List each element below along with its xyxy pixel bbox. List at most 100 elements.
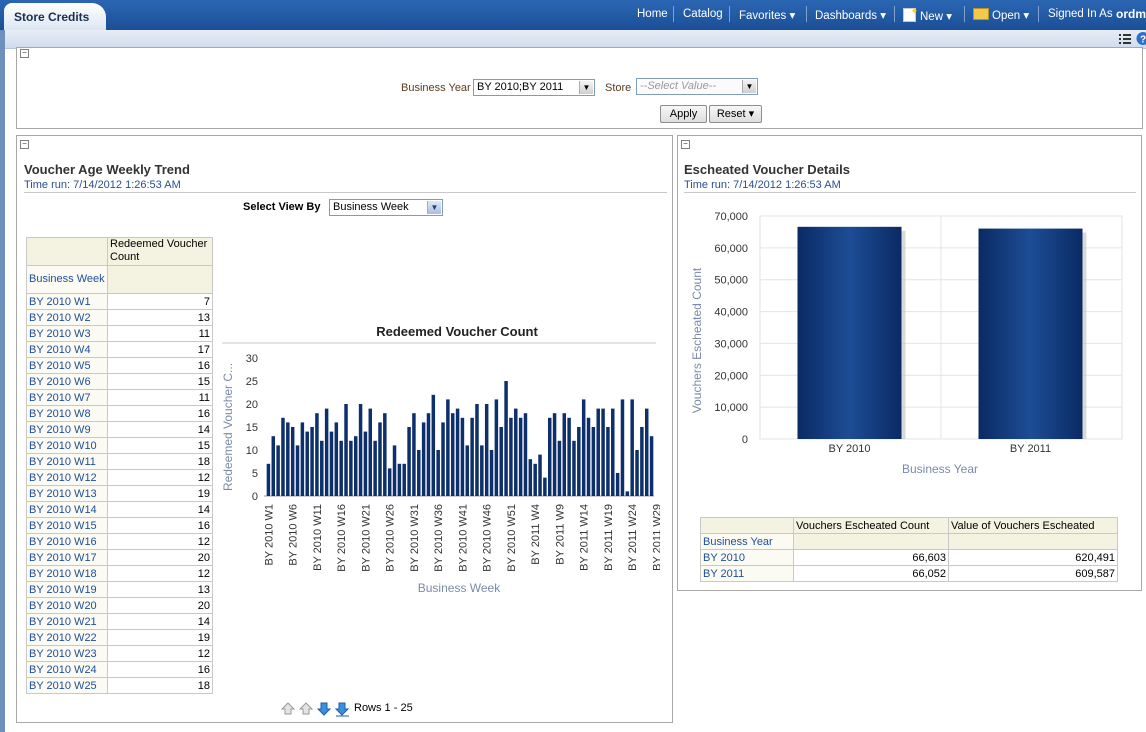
bar[interactable] xyxy=(625,491,630,496)
bar[interactable] xyxy=(417,450,421,496)
bar[interactable] xyxy=(562,413,567,496)
bar[interactable] xyxy=(567,417,571,496)
view-by-select[interactable]: Business Week ▼ xyxy=(329,199,443,216)
bar[interactable] xyxy=(349,440,353,496)
home-link[interactable]: Home xyxy=(637,8,668,20)
reset-button[interactable]: Reset ▾ xyxy=(709,105,762,123)
bar[interactable] xyxy=(649,436,654,496)
row-label[interactable]: BY 2010 W7 xyxy=(26,389,108,406)
bar[interactable] xyxy=(315,413,319,496)
row-label[interactable]: BY 2010 W17 xyxy=(26,549,108,566)
bar[interactable] xyxy=(446,399,450,496)
bar[interactable] xyxy=(509,417,513,496)
first-page-icon[interactable] xyxy=(280,702,296,715)
row-label[interactable]: BY 2010 W16 xyxy=(26,533,108,550)
bar[interactable] xyxy=(504,381,508,496)
row-label[interactable]: BY 2010 W1 xyxy=(26,293,108,310)
bar[interactable] xyxy=(339,440,343,496)
row-label[interactable]: BY 2010 W3 xyxy=(26,325,108,342)
bar[interactable] xyxy=(475,404,479,496)
bar[interactable] xyxy=(441,422,445,496)
bar[interactable] xyxy=(586,417,591,496)
page-options-icon[interactable] xyxy=(1118,32,1132,45)
row-label[interactable]: BY 2010 W4 xyxy=(26,341,108,358)
catalog-link[interactable]: Catalog xyxy=(683,8,723,20)
row-label[interactable]: BY 2010 W23 xyxy=(26,645,108,662)
bar[interactable] xyxy=(797,226,902,439)
row-label[interactable]: BY 2010 W24 xyxy=(26,661,108,678)
row-label[interactable]: BY 2010 W13 xyxy=(26,485,108,502)
bar[interactable] xyxy=(412,413,416,496)
row-label[interactable]: BY 2010 W14 xyxy=(26,501,108,518)
row-label[interactable]: BY 2010 W18 xyxy=(26,565,108,582)
row-label[interactable]: BY 2010 W20 xyxy=(26,597,108,614)
bar[interactable] xyxy=(518,417,523,496)
next-page-icon[interactable] xyxy=(316,702,332,716)
bar[interactable] xyxy=(606,427,610,496)
store-select[interactable]: --Select Value-- ▼ xyxy=(636,78,758,95)
bar[interactable] xyxy=(305,431,309,496)
row-label[interactable]: BY 2010 W15 xyxy=(26,517,108,534)
row-label[interactable]: BY 2010 W12 xyxy=(26,469,108,486)
bar[interactable] xyxy=(644,408,649,496)
collapse-icon[interactable]: − xyxy=(20,140,29,149)
bar[interactable] xyxy=(324,408,329,496)
bar[interactable] xyxy=(320,440,324,496)
row-label[interactable]: BY 2011 xyxy=(700,565,794,582)
bar[interactable] xyxy=(397,463,402,496)
bar[interactable] xyxy=(455,408,460,496)
last-page-icon[interactable] xyxy=(334,702,350,717)
bar[interactable] xyxy=(276,445,280,496)
previous-page-icon[interactable] xyxy=(298,702,314,715)
bar[interactable] xyxy=(373,440,377,496)
bar[interactable] xyxy=(470,417,474,496)
bar[interactable] xyxy=(426,413,431,496)
bar[interactable] xyxy=(533,463,537,496)
bar[interactable] xyxy=(528,459,533,496)
bar[interactable] xyxy=(407,427,411,496)
favorites-menu[interactable]: Favorites ▾ xyxy=(739,8,795,22)
dashboards-menu[interactable]: Dashboards ▾ xyxy=(815,8,886,22)
bar[interactable] xyxy=(596,408,600,496)
row-label[interactable]: BY 2010 W2 xyxy=(26,309,108,326)
bar[interactable] xyxy=(547,417,552,496)
bar[interactable] xyxy=(489,450,494,496)
apply-button[interactable]: Apply xyxy=(660,105,707,123)
bar[interactable] xyxy=(421,422,426,496)
bar[interactable] xyxy=(286,422,290,496)
bar[interactable] xyxy=(615,473,620,496)
bar[interactable] xyxy=(295,445,300,496)
bar[interactable] xyxy=(635,450,639,496)
bar[interactable] xyxy=(358,404,363,496)
new-menu[interactable]: ✦ New ▾ xyxy=(903,6,952,23)
row-label[interactable]: BY 2010 W10 xyxy=(26,437,108,454)
bar[interactable] xyxy=(572,440,576,496)
row-label[interactable]: BY 2010 W6 xyxy=(26,373,108,390)
bar[interactable] xyxy=(344,404,348,496)
bar[interactable] xyxy=(378,422,382,496)
bar[interactable] xyxy=(363,431,368,496)
bar[interactable] xyxy=(480,445,484,496)
bar[interactable] xyxy=(300,422,305,496)
row-label[interactable]: BY 2010 W5 xyxy=(26,357,108,374)
row-label[interactable]: BY 2010 W11 xyxy=(26,453,108,470)
bar[interactable] xyxy=(383,413,387,496)
help-icon[interactable]: ? xyxy=(1136,31,1146,46)
collapse-icon[interactable]: − xyxy=(20,49,29,58)
bar[interactable] xyxy=(281,417,285,496)
bar[interactable] xyxy=(620,399,625,496)
bar[interactable] xyxy=(465,445,470,496)
bar[interactable] xyxy=(978,228,1083,439)
bar[interactable] xyxy=(601,408,605,496)
bar[interactable] xyxy=(266,463,271,496)
bar[interactable] xyxy=(460,417,465,496)
bar[interactable] xyxy=(630,399,634,496)
bar[interactable] xyxy=(514,408,518,496)
row-label[interactable]: BY 2010 W8 xyxy=(26,405,108,422)
bar[interactable] xyxy=(392,445,397,496)
bar[interactable] xyxy=(334,422,339,496)
bar[interactable] xyxy=(450,413,455,496)
bar[interactable] xyxy=(581,399,586,496)
row-label[interactable]: BY 2010 W9 xyxy=(26,421,108,438)
user-menu[interactable]: ordm xyxy=(1116,7,1146,21)
